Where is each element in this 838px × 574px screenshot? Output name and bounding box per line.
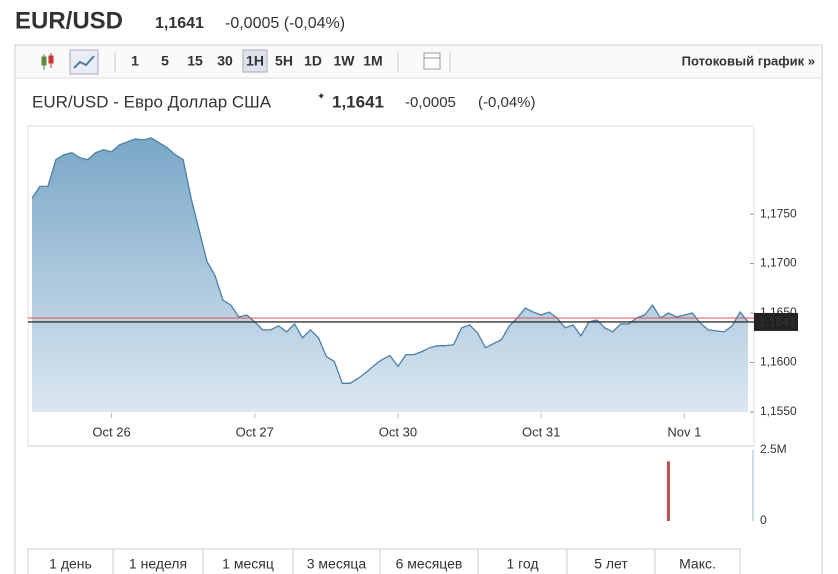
x-tick-label: Oct 27 bbox=[236, 424, 274, 439]
calendar-icon[interactable] bbox=[423, 52, 441, 70]
y-tick-label: 1,1550 bbox=[760, 404, 797, 418]
interval-button[interactable]: 1W bbox=[334, 53, 356, 69]
interval-button[interactable]: 5 bbox=[161, 53, 169, 69]
y-tick-label: 1,1750 bbox=[760, 206, 797, 220]
last-price-label: 1,1641 bbox=[759, 315, 796, 329]
interval-button[interactable]: 1H bbox=[246, 53, 264, 69]
x-tick-label: Nov 1 bbox=[667, 424, 701, 439]
volume-tick-label: 2.5M bbox=[760, 442, 787, 456]
last-price-tag bbox=[754, 312, 798, 331]
y-tick-label: 1,1700 bbox=[760, 256, 797, 270]
toolbar-bg bbox=[16, 46, 821, 78]
interval-button[interactable]: 30 bbox=[217, 53, 233, 69]
range-label[interactable]: 1 месяц bbox=[222, 556, 274, 572]
x-tick-label: Oct 26 bbox=[92, 424, 130, 439]
chart-title: EUR/USD - Евро Доллар США bbox=[32, 92, 272, 111]
range-label[interactable]: 5 лет bbox=[594, 556, 628, 572]
area-fill bbox=[32, 137, 748, 412]
range-label[interactable]: 1 неделя bbox=[129, 556, 187, 572]
interval-button[interactable]: 15 bbox=[187, 53, 203, 69]
line-icon-glyph bbox=[73, 55, 95, 69]
candle-icon[interactable] bbox=[41, 53, 54, 70]
interval-button[interactable]: 1M bbox=[363, 53, 382, 69]
range-label[interactable]: 1 год bbox=[506, 556, 538, 572]
range-button[interactable] bbox=[379, 548, 479, 574]
chart-change-pct: (-0,04%) bbox=[478, 94, 536, 111]
range-button[interactable] bbox=[654, 548, 741, 574]
stream-link[interactable]: Потоковый график » bbox=[682, 53, 815, 68]
change: -0,0005 (-0,04%) bbox=[225, 15, 345, 32]
interval-active-bg bbox=[242, 49, 268, 73]
range-label[interactable]: 3 месяца bbox=[307, 556, 367, 572]
interval-button[interactable]: 5H bbox=[275, 53, 293, 69]
range-label[interactable]: 6 месяцев bbox=[396, 556, 463, 572]
line-icon[interactable] bbox=[69, 49, 99, 75]
content: EUR/USD 1,1641 -0,0005 (-0,04%)1 5 15 30 1H 5H 1… bbox=[15, 7, 815, 574]
y-tick-label: 1,1600 bbox=[760, 355, 797, 369]
interval-button[interactable]: 1D bbox=[304, 53, 322, 69]
volume-tick-label: 0 bbox=[760, 513, 767, 527]
chart-price: 1,1641 bbox=[332, 92, 384, 111]
star: ✦ bbox=[317, 92, 325, 103]
interval-button[interactable]: 1 bbox=[131, 53, 139, 69]
range-label[interactable]: 1 день bbox=[49, 556, 92, 572]
range-button[interactable] bbox=[27, 548, 114, 574]
x-tick-label: Oct 31 bbox=[522, 424, 560, 439]
price: 1,1641 bbox=[155, 15, 204, 32]
symbol: EUR/USD bbox=[15, 7, 123, 34]
chart-change: -0,0005 bbox=[405, 94, 456, 111]
range-label[interactable]: Макс. bbox=[679, 556, 716, 572]
range-button[interactable] bbox=[202, 548, 294, 574]
range-button[interactable] bbox=[566, 548, 656, 574]
volume-bar bbox=[666, 461, 670, 521]
x-tick-label: Oct 30 bbox=[379, 424, 417, 439]
area-line bbox=[31, 137, 749, 384]
range-button[interactable] bbox=[477, 548, 568, 574]
